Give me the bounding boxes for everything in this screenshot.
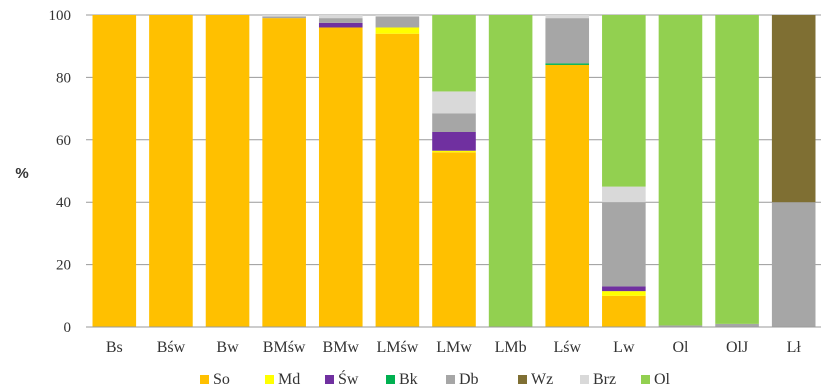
y-tick-label: 80 (56, 70, 71, 86)
y-tick-label: 40 (56, 195, 71, 211)
x-tick-label: Bw (216, 339, 239, 356)
x-tick-label: Bśw (157, 339, 186, 356)
x-tick-label: Lł (787, 339, 802, 356)
bar-segment-Ol (432, 15, 476, 92)
x-tick-label: Lśw (553, 339, 581, 356)
legend-swatch-Db (446, 375, 455, 384)
bar-segment-Md (375, 27, 420, 34)
x-axis: Bs Bśw Bw BMśw BMw LMśw LMw LMb Lśw Lw Ol OlJ Lł (86, 326, 821, 356)
bar-segment-Św (318, 22, 363, 28)
bar-segment-Bk (545, 63, 590, 65)
x-tick-label: Bs (106, 339, 123, 356)
bar-segment-Db (602, 202, 646, 287)
y-tick-label: 20 (56, 258, 71, 274)
legend-label: Db (459, 371, 479, 388)
bar-segment-So (318, 27, 363, 327)
legend-swatch-Ol (641, 375, 650, 384)
bar-segment-So (602, 295, 646, 327)
bar-segment-Db (771, 202, 816, 327)
bar-segment-So (432, 152, 476, 327)
y-tick-label: 100 (49, 8, 72, 24)
legend-label: So (213, 371, 230, 388)
bar-segment-Db (318, 18, 363, 23)
legend-label: Św (338, 369, 359, 388)
x-tick-label: LMśw (376, 339, 418, 356)
legend-label: Wz (531, 371, 553, 388)
y-axis-title: % (15, 165, 28, 182)
legend-swatch-Md (265, 375, 274, 384)
x-tick-label: BMśw (263, 339, 306, 356)
bar-segment-So (262, 18, 306, 328)
bar-segment-Ol (602, 15, 646, 187)
bar-segment-Db (432, 113, 476, 132)
legend-swatch-So (200, 375, 209, 384)
bar-segment-So (205, 15, 250, 327)
bar-segment-Wz (771, 15, 816, 203)
legend-label: Md (278, 371, 300, 388)
bar-segment-Św (432, 132, 476, 151)
x-tick-label: Lw (613, 339, 635, 356)
legend-label: Ol (654, 371, 671, 388)
y-tick-label: 60 (56, 133, 71, 149)
bar-segment-Brz (262, 15, 306, 17)
bar-segment-Brz (318, 15, 363, 19)
bar-segment-Brz (375, 15, 420, 17)
x-tick-label: OlJ (726, 339, 748, 356)
bar-segment-So (545, 64, 590, 328)
bar-segment-Ol (715, 15, 759, 324)
bar-segment-Db (545, 18, 590, 64)
bar-segment-Brz (545, 15, 590, 19)
x-tick-label: LMw (436, 339, 472, 356)
legend: So Md Św Bk Db Wz Brz Ol (200, 369, 671, 388)
bar-segment-Md (432, 150, 476, 153)
bar-segment-So (92, 15, 137, 327)
bar-segment-So (375, 33, 420, 327)
bar-segment-Ol (658, 15, 703, 326)
bar-segment-Db (375, 16, 420, 28)
legend-swatch-Bk (386, 375, 395, 384)
y-tick-label: 0 (64, 320, 72, 336)
bar-segment-Db (715, 323, 759, 327)
legend-label: Brz (593, 371, 616, 388)
legend-swatch-Św (325, 375, 334, 384)
bar-segment-Db (658, 325, 703, 327)
bar-segment-So (149, 15, 193, 327)
bar-segment-Db (262, 16, 306, 19)
legend-swatch-Wz (518, 375, 527, 384)
x-tick-label: BMw (323, 339, 360, 356)
bar-segment-Św (602, 286, 646, 292)
y-axis: 0 20 40 60 80 100 (49, 8, 72, 336)
bars (92, 15, 816, 328)
bar-segment-Ol (488, 15, 533, 327)
bar-segment-Md (602, 291, 646, 296)
bar-segment-Brz (432, 91, 476, 114)
x-tick-label: Ol (672, 339, 689, 356)
x-tick-label: LMb (495, 339, 527, 356)
legend-label: Bk (399, 371, 418, 388)
bar-segment-Brz (602, 186, 646, 203)
legend-swatch-Brz (580, 375, 589, 384)
